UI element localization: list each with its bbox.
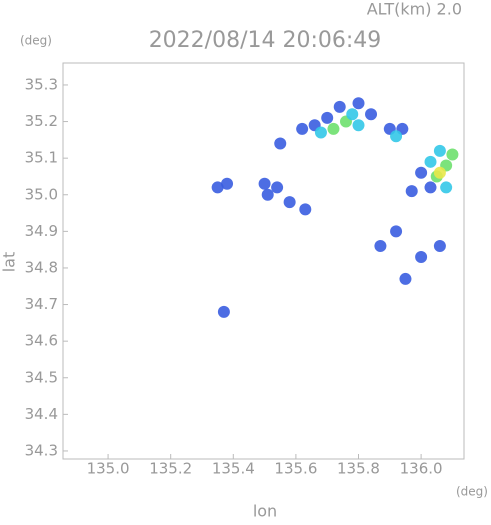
radar-echo	[440, 181, 453, 194]
y-tick-label: 34.6	[25, 332, 58, 350]
x-tick-label: 135.4	[212, 460, 255, 478]
radar-echo	[405, 185, 418, 198]
y-tick-label: 35.2	[25, 112, 58, 130]
radar-echo	[299, 203, 312, 216]
x-axis-label: lon	[253, 502, 277, 521]
x-tick-label: 135.0	[87, 460, 130, 478]
x-tick-label: 135.8	[337, 460, 380, 478]
chart-title: 2022/08/14 20:06:49	[149, 28, 382, 53]
y-tick-label: 34.3	[25, 441, 58, 459]
y-tick-label: 34.9	[25, 222, 58, 240]
x-tick-label: 135.6	[274, 460, 317, 478]
radar-echo	[258, 177, 271, 190]
y-tick-label: 34.7	[25, 295, 58, 313]
radar-echo	[374, 239, 387, 252]
radar-echo	[424, 155, 437, 168]
y-tick-label: 34.4	[25, 405, 58, 423]
radar-echo	[390, 130, 403, 143]
radar-echo	[271, 181, 284, 194]
radar-echo	[433, 239, 446, 252]
radar-echo	[333, 100, 346, 113]
y-tick-label: 34.8	[25, 258, 58, 276]
radar-echo	[261, 188, 274, 201]
y-unit: (deg)	[20, 34, 52, 48]
radar-echo	[433, 166, 446, 179]
radar-echo	[321, 111, 334, 124]
radar-echo	[446, 148, 459, 161]
y-axis-label: lat	[0, 252, 19, 273]
radar-echo	[415, 166, 428, 179]
radar-echo	[327, 122, 340, 135]
radar-echo	[283, 196, 296, 209]
x-unit: (deg)	[456, 485, 488, 499]
radar-echo	[211, 181, 224, 194]
y-tick-label: 34.5	[25, 368, 58, 386]
y-tick-label: 35.3	[25, 75, 58, 93]
radar-echo	[314, 126, 327, 139]
radar-echo	[424, 181, 437, 194]
x-tick-label: 136.0	[400, 460, 443, 478]
altitude-label: ALT(km) 2.0	[367, 0, 462, 19]
radar-echo	[415, 250, 428, 263]
radar-echo	[399, 272, 412, 285]
y-tick-label: 35.1	[25, 149, 58, 167]
radar-echo	[390, 225, 403, 238]
radar-echo	[221, 177, 234, 190]
x-tick-label: 135.2	[149, 460, 192, 478]
plot-frame	[62, 62, 465, 460]
radar-echo	[352, 97, 365, 110]
radar-echo	[274, 137, 287, 150]
radar-echo	[433, 144, 446, 157]
radar-echo	[365, 108, 378, 121]
y-tick-label: 35.0	[25, 185, 58, 203]
radar-echo	[217, 305, 230, 318]
radar-echo	[346, 108, 359, 121]
radar-echo	[296, 122, 309, 135]
radar-echo	[352, 119, 365, 132]
